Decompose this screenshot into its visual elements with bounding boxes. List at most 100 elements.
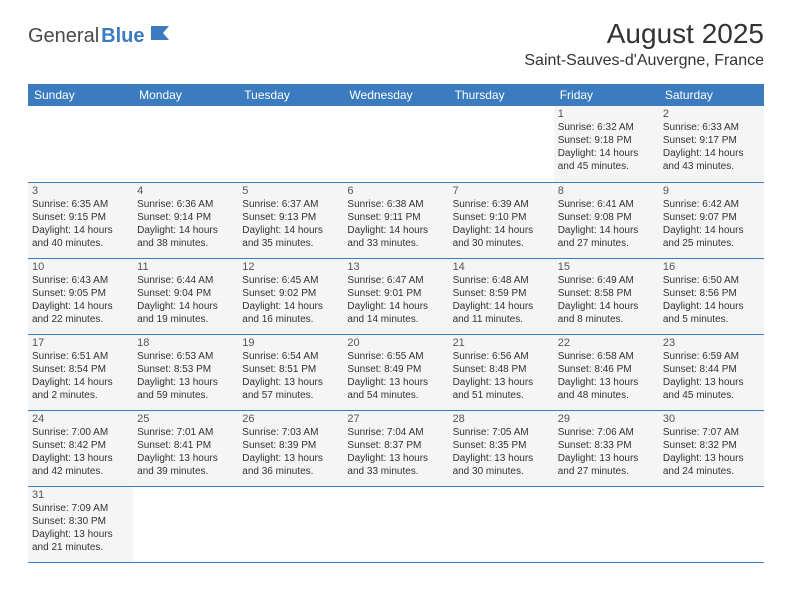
daylight-line: Daylight: 13 hours and 59 minutes. <box>137 376 234 402</box>
sunrise-line: Sunrise: 6:44 AM <box>137 274 234 287</box>
sunset-line: Sunset: 9:14 PM <box>137 211 234 224</box>
sunset-line: Sunset: 9:10 PM <box>453 211 550 224</box>
weekday-header: Friday <box>554 84 659 106</box>
day-number: 25 <box>137 413 234 425</box>
calendar-cell: 14Sunrise: 6:48 AMSunset: 8:59 PMDayligh… <box>449 258 554 334</box>
sunset-line: Sunset: 8:59 PM <box>453 287 550 300</box>
day-number: 22 <box>558 337 655 349</box>
calendar-cell: 17Sunrise: 6:51 AMSunset: 8:54 PMDayligh… <box>28 334 133 410</box>
calendar-cell-empty <box>133 106 238 182</box>
sunrise-line: Sunrise: 6:42 AM <box>663 198 760 211</box>
calendar-row: 31Sunrise: 7:09 AMSunset: 8:30 PMDayligh… <box>28 486 764 562</box>
calendar-cell: 18Sunrise: 6:53 AMSunset: 8:53 PMDayligh… <box>133 334 238 410</box>
sunset-line: Sunset: 8:33 PM <box>558 439 655 452</box>
day-number: 13 <box>347 261 444 273</box>
daylight-line: Daylight: 13 hours and 51 minutes. <box>453 376 550 402</box>
sunrise-line: Sunrise: 6:55 AM <box>347 350 444 363</box>
day-number: 11 <box>137 261 234 273</box>
weekday-header: Thursday <box>449 84 554 106</box>
sunset-line: Sunset: 8:58 PM <box>558 287 655 300</box>
daylight-line: Daylight: 13 hours and 21 minutes. <box>32 528 129 554</box>
sunrise-line: Sunrise: 6:56 AM <box>453 350 550 363</box>
calendar-table: SundayMondayTuesdayWednesdayThursdayFrid… <box>28 84 764 563</box>
day-number: 21 <box>453 337 550 349</box>
logo-text-1: General <box>28 25 99 48</box>
daylight-line: Daylight: 14 hours and 25 minutes. <box>663 224 760 250</box>
weekday-header: Monday <box>133 84 238 106</box>
daylight-line: Daylight: 13 hours and 27 minutes. <box>558 452 655 478</box>
weekday-header: Saturday <box>659 84 764 106</box>
sunset-line: Sunset: 9:18 PM <box>558 134 655 147</box>
sunrise-line: Sunrise: 6:33 AM <box>663 121 760 134</box>
calendar-cell-empty <box>238 486 343 562</box>
daylight-line: Daylight: 14 hours and 43 minutes. <box>663 147 760 173</box>
day-number: 9 <box>663 185 760 197</box>
day-number: 16 <box>663 261 760 273</box>
day-number: 15 <box>558 261 655 273</box>
sunset-line: Sunset: 8:35 PM <box>453 439 550 452</box>
daylight-line: Daylight: 14 hours and 35 minutes. <box>242 224 339 250</box>
daylight-line: Daylight: 13 hours and 36 minutes. <box>242 452 339 478</box>
logo: GeneralBlue <box>28 18 171 48</box>
calendar-cell: 25Sunrise: 7:01 AMSunset: 8:41 PMDayligh… <box>133 410 238 486</box>
calendar-body: 1Sunrise: 6:32 AMSunset: 9:18 PMDaylight… <box>28 106 764 562</box>
sunrise-line: Sunrise: 7:01 AM <box>137 426 234 439</box>
sunrise-line: Sunrise: 6:53 AM <box>137 350 234 363</box>
calendar-row: 24Sunrise: 7:00 AMSunset: 8:42 PMDayligh… <box>28 410 764 486</box>
daylight-line: Daylight: 14 hours and 38 minutes. <box>137 224 234 250</box>
sunrise-line: Sunrise: 6:49 AM <box>558 274 655 287</box>
sunset-line: Sunset: 8:53 PM <box>137 363 234 376</box>
sunrise-line: Sunrise: 7:07 AM <box>663 426 760 439</box>
sunset-line: Sunset: 8:41 PM <box>137 439 234 452</box>
sunrise-line: Sunrise: 7:05 AM <box>453 426 550 439</box>
weekday-header: Wednesday <box>343 84 448 106</box>
day-number: 24 <box>32 413 129 425</box>
daylight-line: Daylight: 13 hours and 54 minutes. <box>347 376 444 402</box>
calendar-cell: 3Sunrise: 6:35 AMSunset: 9:15 PMDaylight… <box>28 182 133 258</box>
flag-icon <box>149 24 171 48</box>
sunrise-line: Sunrise: 6:45 AM <box>242 274 339 287</box>
calendar-cell: 1Sunrise: 6:32 AMSunset: 9:18 PMDaylight… <box>554 106 659 182</box>
sunset-line: Sunset: 8:32 PM <box>663 439 760 452</box>
calendar-cell: 7Sunrise: 6:39 AMSunset: 9:10 PMDaylight… <box>449 182 554 258</box>
sunrise-line: Sunrise: 6:47 AM <box>347 274 444 287</box>
sunset-line: Sunset: 8:51 PM <box>242 363 339 376</box>
weekday-header: Sunday <box>28 84 133 106</box>
calendar-cell-empty <box>659 486 764 562</box>
daylight-line: Daylight: 14 hours and 16 minutes. <box>242 300 339 326</box>
day-number: 8 <box>558 185 655 197</box>
daylight-line: Daylight: 13 hours and 42 minutes. <box>32 452 129 478</box>
calendar-cell: 15Sunrise: 6:49 AMSunset: 8:58 PMDayligh… <box>554 258 659 334</box>
day-number: 14 <box>453 261 550 273</box>
calendar-cell: 12Sunrise: 6:45 AMSunset: 9:02 PMDayligh… <box>238 258 343 334</box>
daylight-line: Daylight: 14 hours and 40 minutes. <box>32 224 129 250</box>
day-number: 4 <box>137 185 234 197</box>
daylight-line: Daylight: 14 hours and 19 minutes. <box>137 300 234 326</box>
daylight-line: Daylight: 14 hours and 5 minutes. <box>663 300 760 326</box>
daylight-line: Daylight: 13 hours and 33 minutes. <box>347 452 444 478</box>
calendar-cell: 19Sunrise: 6:54 AMSunset: 8:51 PMDayligh… <box>238 334 343 410</box>
daylight-line: Daylight: 14 hours and 8 minutes. <box>558 300 655 326</box>
calendar-cell: 24Sunrise: 7:00 AMSunset: 8:42 PMDayligh… <box>28 410 133 486</box>
daylight-line: Daylight: 13 hours and 48 minutes. <box>558 376 655 402</box>
sunset-line: Sunset: 8:46 PM <box>558 363 655 376</box>
calendar-cell: 27Sunrise: 7:04 AMSunset: 8:37 PMDayligh… <box>343 410 448 486</box>
calendar-cell: 28Sunrise: 7:05 AMSunset: 8:35 PMDayligh… <box>449 410 554 486</box>
sunset-line: Sunset: 9:04 PM <box>137 287 234 300</box>
day-number: 10 <box>32 261 129 273</box>
day-number: 5 <box>242 185 339 197</box>
sunrise-line: Sunrise: 6:37 AM <box>242 198 339 211</box>
daylight-line: Daylight: 13 hours and 45 minutes. <box>663 376 760 402</box>
calendar-cell-empty <box>449 106 554 182</box>
calendar-cell-empty <box>554 486 659 562</box>
day-number: 1 <box>558 108 655 120</box>
sunset-line: Sunset: 8:37 PM <box>347 439 444 452</box>
daylight-line: Daylight: 14 hours and 27 minutes. <box>558 224 655 250</box>
day-number: 6 <box>347 185 444 197</box>
sunrise-line: Sunrise: 7:00 AM <box>32 426 129 439</box>
daylight-line: Daylight: 14 hours and 33 minutes. <box>347 224 444 250</box>
sunset-line: Sunset: 8:39 PM <box>242 439 339 452</box>
calendar-cell-empty <box>133 486 238 562</box>
sunrise-line: Sunrise: 7:06 AM <box>558 426 655 439</box>
calendar-row: 17Sunrise: 6:51 AMSunset: 8:54 PMDayligh… <box>28 334 764 410</box>
